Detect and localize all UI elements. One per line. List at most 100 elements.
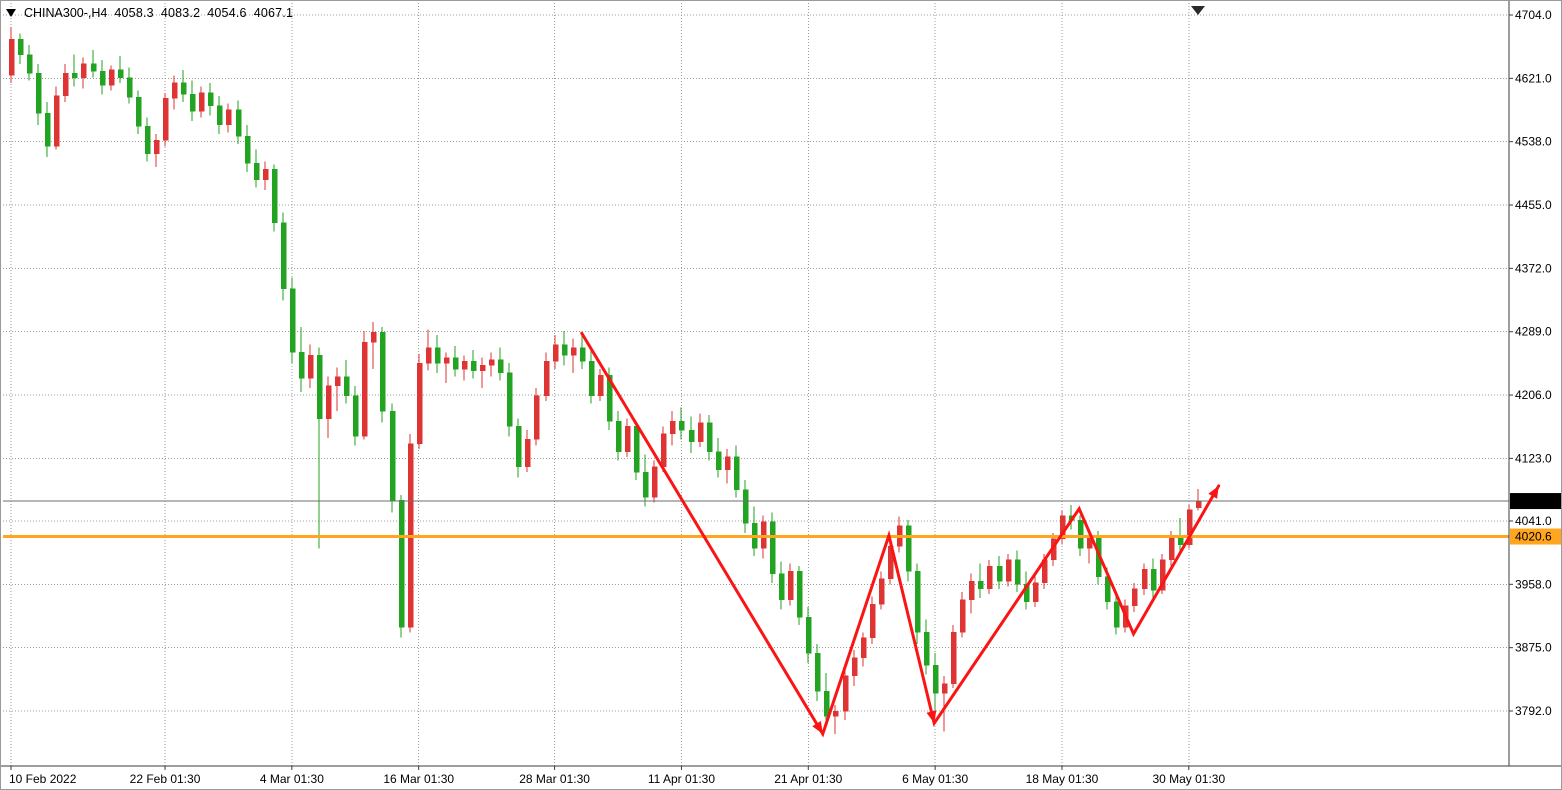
- ohlc-high: 4083.2: [160, 6, 201, 20]
- trend-zigzag-arrows[interactable]: [580, 331, 1221, 738]
- candle: [90, 50, 97, 78]
- candle: [724, 449, 731, 484]
- candle: [180, 69, 187, 102]
- candle: [80, 57, 87, 89]
- candle: [552, 334, 559, 370]
- price-tick-label: 4041.0: [1515, 514, 1552, 528]
- candle: [370, 321, 377, 370]
- candles-layer: [8, 27, 1202, 734]
- price-tick-label: 3792.0: [1515, 704, 1552, 718]
- candle: [778, 561, 785, 610]
- candle: [742, 479, 749, 534]
- price-axis[interactable]: 4704.0 4621.0 4538.0 4455.0 4372.0 4289.0 4206…: [1508, 1, 1562, 766]
- candle: [923, 619, 930, 675]
- candle: [189, 80, 196, 122]
- candle: [832, 704, 839, 734]
- candle: [787, 563, 794, 606]
- candle: [932, 653, 939, 713]
- candle: [71, 54, 78, 87]
- candle: [515, 418, 522, 478]
- candle: [706, 414, 713, 461]
- price-tick-label: 4621.0: [1515, 71, 1552, 85]
- candle: [398, 495, 405, 638]
- ohlc-close: 4067.1: [253, 6, 294, 20]
- candle: [216, 95, 223, 135]
- candle: [8, 27, 15, 83]
- symbol-dropdown-icon[interactable]: [6, 9, 16, 17]
- candle: [253, 149, 260, 188]
- candle: [53, 86, 60, 150]
- candle: [1032, 576, 1039, 608]
- candle: [1005, 553, 1012, 587]
- candle: [579, 332, 586, 370]
- candle: [986, 559, 993, 595]
- candle: [697, 413, 704, 447]
- candle: [597, 369, 604, 402]
- candle: [434, 334, 441, 373]
- candle: [561, 330, 568, 366]
- date-tick-label: 30 May 01:30: [1152, 772, 1225, 786]
- candle: [506, 363, 513, 437]
- candle: [244, 124, 251, 173]
- candle: [425, 329, 432, 371]
- candle: [959, 591, 966, 638]
- candle: [1113, 594, 1120, 635]
- candle: [914, 563, 921, 644]
- candle: [1141, 563, 1148, 595]
- candle: [588, 350, 595, 404]
- price-tick-label: 4704.0: [1515, 8, 1552, 22]
- candle: [497, 347, 504, 381]
- chart-info-bar: CHINA300-,H4 4058.3 4083.2 4054.6 4067.1: [6, 6, 293, 20]
- candle: [533, 388, 540, 446]
- candle: [968, 573, 975, 614]
- svg-text:4020.6: 4020.6: [1515, 530, 1552, 544]
- price-badges: 4067.1 4020.6: [1510, 493, 1561, 545]
- candle: [878, 571, 885, 610]
- candle: [1186, 504, 1193, 549]
- candle: [153, 134, 160, 167]
- candle: [624, 418, 631, 457]
- hline-price-badge: 4020.6: [1510, 528, 1561, 545]
- candle: [814, 643, 821, 702]
- candle: [443, 352, 450, 383]
- candle: [869, 596, 876, 644]
- candle: [162, 92, 169, 147]
- candle: [688, 416, 695, 454]
- candle: [1014, 550, 1021, 592]
- candle: [298, 327, 305, 392]
- candle: [389, 403, 396, 513]
- candle: [379, 327, 386, 423]
- candle: [905, 520, 912, 582]
- candle: [361, 330, 368, 440]
- gridlines: [3, 3, 1509, 766]
- candle: [407, 433, 414, 633]
- candle: [262, 161, 269, 190]
- candle: [343, 359, 350, 404]
- candle: [280, 212, 287, 301]
- candle: [416, 353, 423, 450]
- time-axis[interactable]: 10 Feb 2022 22 Feb 01:30 4 Mar 01:30 16 Mar…: [1, 765, 1562, 790]
- date-tick-label: 6 May 01:30: [902, 772, 968, 786]
- candle: [99, 60, 106, 95]
- price-tick-label: 4372.0: [1515, 261, 1552, 275]
- candle: [126, 67, 133, 104]
- candle: [35, 63, 42, 125]
- candle: [615, 411, 622, 461]
- candle: [715, 437, 722, 478]
- candle: [543, 352, 550, 402]
- candle: [198, 86, 205, 118]
- candle: [488, 352, 495, 377]
- arrowhead-icon: [1208, 485, 1219, 499]
- price-tick-label: 4455.0: [1515, 198, 1552, 212]
- candle: [678, 407, 685, 440]
- ohlc-open: 4058.3: [114, 6, 154, 20]
- date-tick-label: 28 Mar 01:30: [519, 772, 590, 786]
- candle: [207, 82, 214, 116]
- candle: [769, 512, 776, 583]
- candle: [479, 357, 486, 389]
- candle: [17, 33, 24, 64]
- candle: [452, 346, 459, 377]
- chart-shift-marker-icon: [1191, 6, 1205, 15]
- arrowhead-icon: [812, 721, 823, 734]
